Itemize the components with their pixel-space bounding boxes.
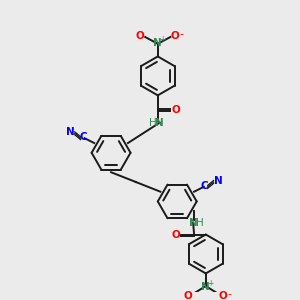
Text: N: N xyxy=(189,218,197,228)
Text: N: N xyxy=(65,127,74,137)
Text: O: O xyxy=(171,31,180,41)
Text: O: O xyxy=(172,105,181,115)
Text: O: O xyxy=(136,31,145,41)
Text: O: O xyxy=(171,230,180,241)
Text: C: C xyxy=(201,181,208,191)
Text: N: N xyxy=(153,38,162,48)
Text: C: C xyxy=(80,132,87,142)
Text: N: N xyxy=(155,118,164,128)
Text: O: O xyxy=(219,291,228,300)
Text: +: + xyxy=(159,35,165,44)
Text: H: H xyxy=(149,118,157,128)
Text: N: N xyxy=(214,176,223,186)
Text: -: - xyxy=(179,29,183,39)
Text: O: O xyxy=(184,291,193,300)
Text: +: + xyxy=(208,279,214,288)
Text: N: N xyxy=(201,282,210,292)
Text: -: - xyxy=(227,289,231,299)
Text: H: H xyxy=(196,218,204,228)
